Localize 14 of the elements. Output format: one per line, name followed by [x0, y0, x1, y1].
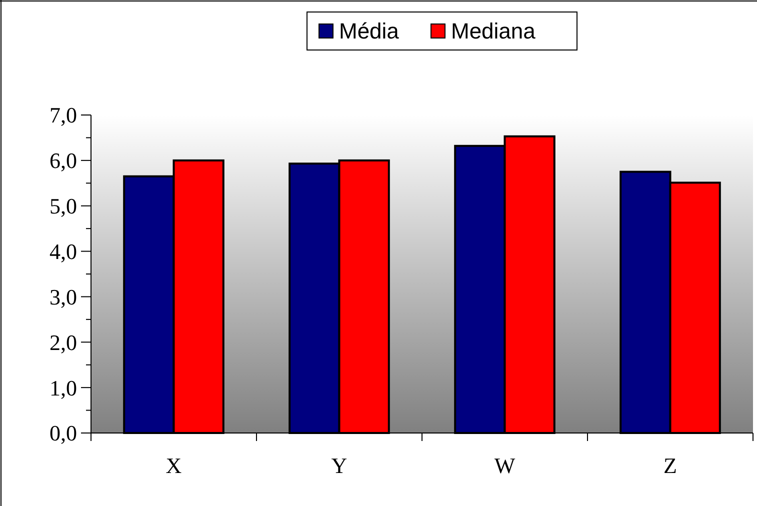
y-tick-label: 3,0: [50, 284, 77, 310]
y-tick-label: 6,0: [50, 148, 77, 174]
y-tick-label: 4,0: [50, 238, 77, 264]
y-tick-label: 7,0: [50, 102, 77, 128]
legend-label: Média: [339, 18, 400, 44]
x-tick-label: Z: [664, 453, 677, 478]
legend-label: Mediana: [451, 18, 536, 44]
y-tick-label: 0,0: [50, 420, 77, 446]
x-tick-label: Y: [331, 453, 348, 478]
y-tick-label: 1,0: [50, 375, 77, 400]
y-tick-label: 5,0: [50, 194, 77, 219]
y-tick-label: 2,0: [50, 330, 77, 355]
x-tick-label: W: [494, 453, 516, 478]
x-tick-label: X: [166, 453, 182, 478]
